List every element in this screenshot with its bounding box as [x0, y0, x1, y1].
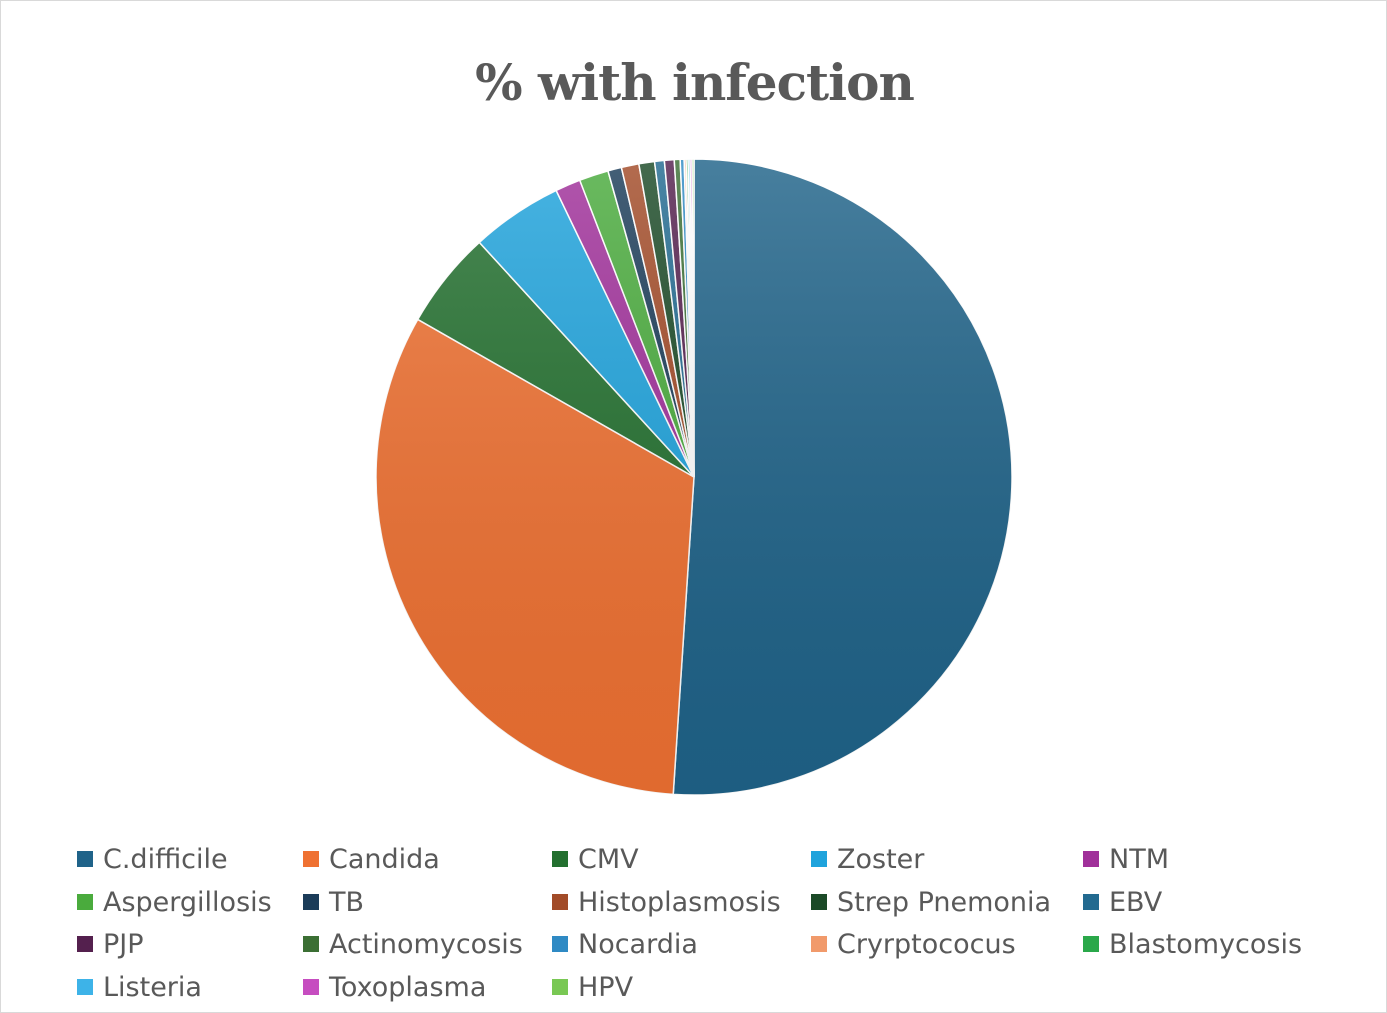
chart-title: % with infection: [475, 53, 915, 112]
pie-shading: [376, 159, 1012, 795]
